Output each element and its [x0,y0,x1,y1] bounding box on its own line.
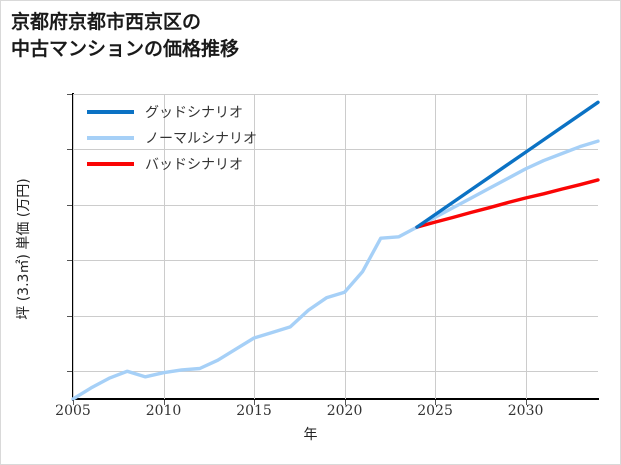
gridline-horizontal [73,94,598,95]
x-tick-label: 2005 [55,403,91,419]
legend-swatch-icon [87,162,134,166]
gridline-vertical [345,94,346,399]
y-tick-mark [67,94,72,95]
x-tick-mark [526,400,527,405]
x-tick-label: 2015 [236,403,272,419]
x-tick-mark [254,400,255,405]
legend-label: バッドシナリオ [145,157,243,173]
chart-legend: グッドシナリオ ノーマルシナリオ バッドシナリオ [81,95,263,181]
gridline-vertical [435,94,436,399]
x-tick-mark [164,400,165,405]
y-tick-mark [67,205,72,206]
legend-swatch-icon [87,136,134,140]
gridline-vertical [73,94,74,399]
series-line [415,178,600,229]
x-tick-mark [435,400,436,405]
legend-label: ノーマルシナリオ [145,131,257,147]
plot-area [71,94,600,401]
legend-item[interactable]: バッドシナリオ [87,151,257,177]
gridline-vertical [254,94,255,399]
chart-title: 京都府京都市西京区の 中古マンションの価格推移 [11,11,240,60]
series-line [415,100,600,229]
gridline-vertical [164,94,165,399]
x-tick-mark [73,400,74,405]
x-tick-label: 2030 [507,403,544,419]
series-line [71,139,600,401]
y-tick-mark [67,371,72,372]
y-tick-mark [67,260,72,261]
legend-item[interactable]: グッドシナリオ [87,99,257,125]
x-tick-label: 2020 [326,403,363,419]
legend-label: グッドシナリオ [145,105,243,121]
x-tick-label: 2010 [145,403,182,419]
legend-item[interactable]: ノーマルシナリオ [87,125,257,151]
series-lines [71,100,600,401]
y-tick-mark [67,316,72,317]
gridline-vertical [526,94,527,399]
x-tick-label: 2025 [417,403,453,419]
x-axis-spine [72,398,599,400]
legend-swatch-icon [87,110,134,114]
x-tick-mark [345,400,346,405]
x-axis-title: 年 [303,427,318,443]
y-tick-mark [67,149,72,150]
gridline-horizontal [73,260,598,261]
gridline-horizontal [73,316,598,317]
gridline-horizontal [73,371,598,372]
y-axis-title: 坪 (3.3㎡) 単価 (万円) [16,178,32,320]
gridline-horizontal [73,205,598,206]
gridline-horizontal [73,149,598,150]
